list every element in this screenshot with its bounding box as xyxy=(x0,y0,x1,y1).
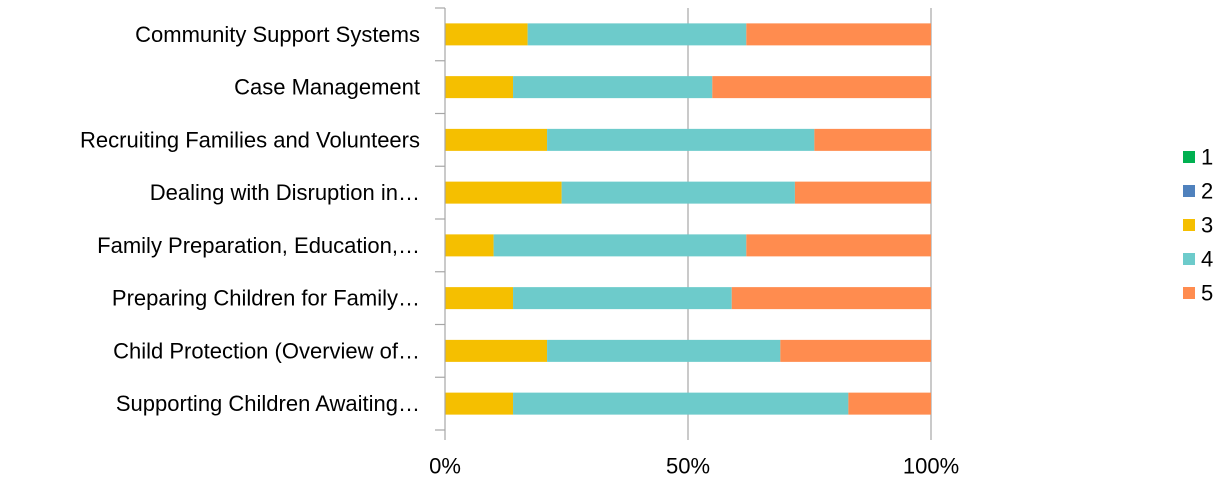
bar-segment-5 xyxy=(848,392,931,415)
bar-segment-3 xyxy=(445,23,528,46)
bar-segment-4 xyxy=(493,234,747,257)
category-label: Child Protection (Overview of… xyxy=(113,338,420,363)
bar-segment-3 xyxy=(445,287,514,310)
bar-segment-4 xyxy=(513,287,732,310)
legend-label: 2 xyxy=(1201,179,1213,204)
bar-segment-4 xyxy=(547,128,815,151)
category-labels: Community Support Systems Case Management… xyxy=(80,22,420,416)
x-tick-label: 100% xyxy=(903,454,959,479)
bar-segment-5 xyxy=(746,23,931,46)
axes xyxy=(435,7,932,440)
legend-swatch xyxy=(1183,151,1195,163)
bar-segment-4 xyxy=(513,392,849,415)
bar-segment-3 xyxy=(445,392,514,415)
bar-segment-4 xyxy=(561,181,795,204)
x-tick-label: 50% xyxy=(666,454,710,479)
bar-segment-3 xyxy=(445,234,494,257)
category-label: Community Support Systems xyxy=(135,22,420,47)
bar-segment-3 xyxy=(445,128,548,151)
bar-segment-3 xyxy=(445,76,514,99)
bars xyxy=(445,23,931,415)
bar-segment-4 xyxy=(527,23,747,46)
bar-segment-4 xyxy=(513,76,713,99)
x-tick-labels: 0% 50% 100% xyxy=(429,454,959,479)
bar-segment-5 xyxy=(746,234,931,257)
legend-label: 1 xyxy=(1201,145,1213,170)
category-label: Supporting Children Awaiting… xyxy=(116,391,420,416)
bar-segment-3 xyxy=(445,339,548,362)
bar-segment-5 xyxy=(814,128,931,151)
category-label: Family Preparation, Education,… xyxy=(97,233,420,258)
legend-label: 4 xyxy=(1201,247,1213,272)
bar-segment-5 xyxy=(780,339,931,362)
bar-segment-3 xyxy=(445,181,562,204)
legend-swatch xyxy=(1183,185,1195,197)
legend-swatch xyxy=(1183,253,1195,265)
bar-segment-5 xyxy=(712,76,931,99)
category-label: Case Management xyxy=(234,75,420,100)
gridlines xyxy=(687,8,932,430)
legend-swatch xyxy=(1183,287,1195,299)
x-tick-label: 0% xyxy=(429,454,461,479)
category-label: Preparing Children for Family… xyxy=(112,286,420,311)
bar-segment-5 xyxy=(794,181,931,204)
category-label: Dealing with Disruption in… xyxy=(150,180,420,205)
legend-label: 5 xyxy=(1201,281,1213,306)
legend-label: 3 xyxy=(1201,213,1213,238)
category-label: Recruiting Families and Volunteers xyxy=(80,127,420,152)
legend-swatch xyxy=(1183,219,1195,231)
bar-segment-5 xyxy=(731,287,931,310)
bar-segment-4 xyxy=(547,339,781,362)
legend: 1 2 3 4 5 xyxy=(1183,145,1213,306)
